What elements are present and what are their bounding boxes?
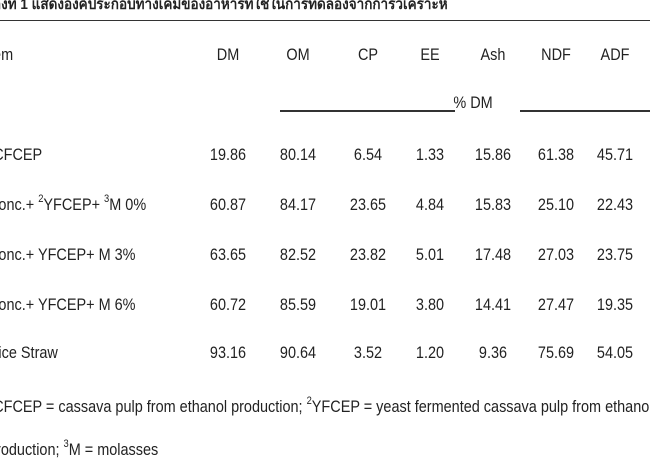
text: Rice Straw bbox=[0, 343, 58, 362]
cell: 6.54 bbox=[353, 145, 383, 164]
unit-label: % DM bbox=[453, 93, 493, 112]
cell: 3.52 bbox=[353, 343, 383, 362]
header-cell: OM bbox=[286, 45, 310, 64]
header-cell: Item bbox=[0, 45, 14, 64]
header-cell: Ash bbox=[480, 45, 506, 64]
header-cell: NDF bbox=[541, 45, 571, 64]
cell: 27.03 bbox=[537, 245, 575, 264]
top-rule bbox=[0, 20, 650, 21]
cell: 4.84 bbox=[415, 195, 445, 214]
cell: 75.69 bbox=[537, 343, 575, 362]
row-label: 1CFCEP bbox=[0, 145, 42, 165]
text: CFCEP = cassava pulp from ethanol produc… bbox=[0, 397, 307, 416]
text: Conc.+ bbox=[0, 195, 35, 214]
cell: 85.59 bbox=[279, 295, 317, 314]
cell: 15.86 bbox=[474, 145, 512, 164]
cell: 93.16 bbox=[209, 343, 247, 362]
footnote: 1CFCEP = cassava pulp from ethanol produ… bbox=[0, 395, 650, 417]
superscript: 3 bbox=[63, 438, 69, 450]
text: CFCEP bbox=[0, 145, 43, 164]
row-label: Conc.+ YFCEP+ M 6% bbox=[0, 295, 136, 315]
superscript: 2 bbox=[38, 193, 44, 205]
text: YFCEP = yeast fermented cassava pulp fro… bbox=[311, 397, 650, 416]
text: Conc.+ YFCEP+ M 6% bbox=[0, 295, 136, 314]
footnote: production; 3M = molasses bbox=[0, 438, 158, 460]
text: YFCEP+ bbox=[43, 195, 105, 214]
cell: 3.80 bbox=[415, 295, 445, 314]
cell: 19.86 bbox=[209, 145, 247, 164]
unit-rule bbox=[280, 110, 455, 112]
cell: 60.72 bbox=[209, 295, 247, 314]
cell: 25.10 bbox=[537, 195, 575, 214]
cell: 5.01 bbox=[415, 245, 445, 264]
cell: 14.41 bbox=[474, 295, 512, 314]
text: M 0% bbox=[109, 195, 147, 214]
cell: 54.05 bbox=[596, 343, 634, 362]
header-cell: ADF bbox=[600, 45, 630, 64]
cell: 23.82 bbox=[349, 245, 387, 264]
header-cell: EE bbox=[420, 45, 440, 64]
cell: 22.43 bbox=[596, 195, 634, 214]
cell: 9.36 bbox=[478, 343, 508, 362]
row-label: Rice Straw bbox=[0, 343, 58, 363]
cell: 1.33 bbox=[415, 145, 445, 164]
cell: 61.38 bbox=[537, 145, 575, 164]
cell: 23.75 bbox=[596, 245, 634, 264]
cell: 80.14 bbox=[279, 145, 317, 164]
cell: 23.65 bbox=[349, 195, 387, 214]
cell: 82.52 bbox=[279, 245, 317, 264]
cell: 27.47 bbox=[537, 295, 575, 314]
cell: 1.20 bbox=[415, 343, 445, 362]
header-cell: DM bbox=[216, 45, 240, 64]
cell: 19.01 bbox=[349, 295, 387, 314]
header-cell: CP bbox=[357, 45, 379, 64]
unit-rule bbox=[520, 110, 650, 112]
cell: 17.48 bbox=[474, 245, 512, 264]
table-title: ตารางที่ 1 แสดงองค์ประกอบทางเคมีของอาหาร… bbox=[0, 0, 448, 13]
cell: 84.17 bbox=[279, 195, 317, 214]
cell: 15.83 bbox=[474, 195, 512, 214]
cell: 60.87 bbox=[209, 195, 247, 214]
cell: 63.65 bbox=[209, 245, 247, 264]
cell: 45.71 bbox=[596, 145, 634, 164]
text: Conc.+ YFCEP+ M 3% bbox=[0, 245, 136, 264]
row-label: Conc.+ YFCEP+ M 3% bbox=[0, 245, 136, 265]
superscript: 3 bbox=[104, 193, 110, 205]
cell: 19.35 bbox=[596, 295, 634, 314]
row-label: Conc.+ 2YFCEP+ 3M 0% bbox=[0, 193, 147, 215]
cell: 90.64 bbox=[279, 343, 317, 362]
superscript: 2 bbox=[306, 395, 312, 407]
